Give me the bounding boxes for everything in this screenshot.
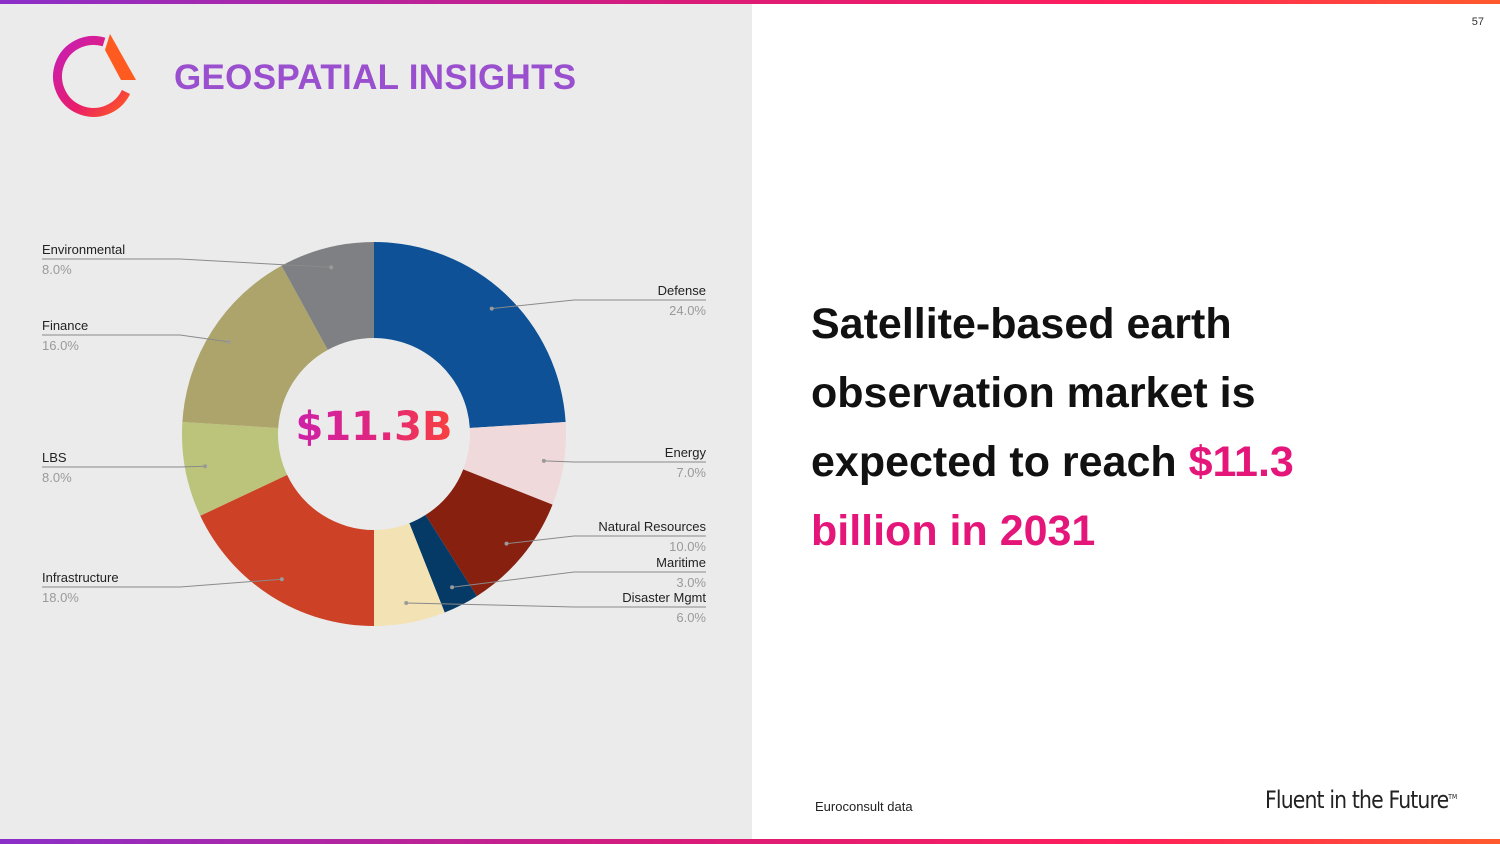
slice-environmental bbox=[281, 242, 374, 350]
pct-infrastructure: 18.0% bbox=[42, 590, 79, 605]
label-maritime: Maritime bbox=[656, 555, 706, 570]
source-note: Euroconsult data bbox=[815, 799, 913, 814]
slice-defense bbox=[374, 242, 566, 428]
leader-dot-lbs bbox=[203, 464, 208, 469]
label-lbs: LBS bbox=[42, 450, 67, 465]
leader-dot-infrastructure bbox=[279, 577, 284, 582]
page-number: 57 bbox=[1471, 16, 1484, 28]
leader-dot-environmental bbox=[329, 265, 334, 270]
top-accent-bar bbox=[0, 0, 1500, 4]
chart-panel bbox=[0, 4, 752, 839]
donut-chart: Defense 24.0% Energy 7.0% Natural Resources 1… bbox=[42, 242, 707, 626]
chart-center-total: $11.3B bbox=[274, 404, 474, 450]
leader-dot-natural-resources bbox=[504, 541, 509, 546]
leader-dot-disaster-mgmt bbox=[404, 600, 409, 605]
label-defense: Defense bbox=[658, 283, 706, 298]
leader-lbs bbox=[42, 465, 206, 468]
pct-environmental: 8.0% bbox=[42, 262, 72, 277]
tagline: Fluent in the FutureTM bbox=[1265, 786, 1457, 814]
pct-disaster-mgmt: 6.0% bbox=[676, 610, 706, 625]
label-disaster-mgmt: Disaster Mgmt bbox=[622, 590, 706, 605]
bottom-accent-bar bbox=[0, 839, 1500, 844]
trademark-mark: TM bbox=[1448, 793, 1458, 801]
headline-main: Satellite-based earth observation market… bbox=[811, 300, 1256, 486]
brand-title: GEOSPATIAL INSIGHTS bbox=[174, 58, 577, 97]
leader-infrastructure bbox=[42, 578, 282, 588]
label-environmental: Environmental bbox=[42, 242, 125, 257]
pct-lbs: 8.0% bbox=[42, 470, 72, 485]
label-energy: Energy bbox=[665, 445, 707, 460]
slice-natural-resources bbox=[425, 469, 553, 597]
leader-defense bbox=[491, 299, 706, 310]
slice-disaster-mgmt bbox=[374, 523, 445, 626]
label-natural-resources: Natural Resources bbox=[598, 519, 706, 534]
leader-dot-maritime bbox=[450, 585, 455, 590]
slice-infrastructure bbox=[200, 474, 374, 626]
pct-finance: 16.0% bbox=[42, 338, 79, 353]
leader-maritime bbox=[452, 571, 706, 588]
leader-natural-resources bbox=[506, 535, 706, 545]
leader-finance bbox=[42, 334, 229, 343]
leader-dot-defense bbox=[489, 306, 494, 311]
label-infrastructure: Infrastructure bbox=[42, 570, 119, 585]
slice-lbs bbox=[182, 421, 288, 516]
tagline-text: Fluent in the Future bbox=[1265, 786, 1449, 814]
pct-defense: 24.0% bbox=[669, 303, 706, 318]
slice-energy bbox=[463, 421, 567, 505]
leader-energy bbox=[543, 460, 706, 463]
leader-disaster-mgmt bbox=[406, 602, 706, 608]
brand-logo-icon bbox=[53, 34, 136, 117]
label-finance: Finance bbox=[42, 318, 88, 333]
pct-energy: 7.0% bbox=[676, 465, 706, 480]
pct-natural-resources: 10.0% bbox=[669, 539, 706, 554]
slice-finance bbox=[182, 265, 328, 428]
leader-environmental bbox=[42, 258, 332, 268]
leader-dot-finance bbox=[226, 339, 231, 344]
pct-maritime: 3.0% bbox=[676, 575, 706, 590]
leader-dot-energy bbox=[541, 458, 546, 463]
headline: Satellite-based earth observation market… bbox=[811, 290, 1371, 566]
slice-maritime bbox=[409, 515, 477, 613]
headline-accent: $11.3 billion in 2031 bbox=[811, 438, 1294, 555]
